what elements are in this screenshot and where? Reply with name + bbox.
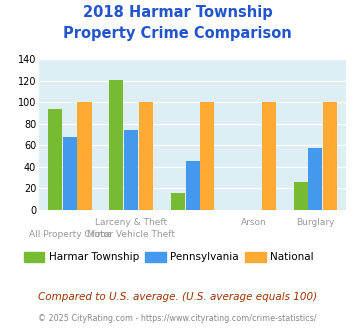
Bar — [139, 102, 153, 210]
Text: 2018 Harmar Township: 2018 Harmar Township — [83, 5, 272, 20]
Bar — [294, 182, 308, 210]
Bar — [171, 193, 185, 210]
Text: Arson: Arson — [241, 218, 267, 227]
Text: © 2025 CityRating.com - https://www.cityrating.com/crime-statistics/: © 2025 CityRating.com - https://www.city… — [38, 314, 317, 323]
Text: Burglary: Burglary — [296, 218, 335, 227]
Legend: Harmar Township, Pennsylvania, National: Harmar Township, Pennsylvania, National — [20, 248, 318, 267]
Bar — [308, 148, 322, 210]
Bar — [323, 102, 337, 210]
Text: Larceny & Theft: Larceny & Theft — [95, 218, 167, 227]
Bar — [48, 109, 62, 210]
Bar — [124, 130, 138, 210]
Bar — [200, 102, 214, 210]
Bar — [262, 102, 276, 210]
Bar — [186, 161, 200, 210]
Text: Compared to U.S. average. (U.S. average equals 100): Compared to U.S. average. (U.S. average … — [38, 292, 317, 302]
Bar — [77, 102, 92, 210]
Bar — [63, 137, 77, 210]
Text: All Property Crime: All Property Crime — [28, 230, 111, 239]
Text: Property Crime Comparison: Property Crime Comparison — [63, 26, 292, 41]
Text: Motor Vehicle Theft: Motor Vehicle Theft — [87, 230, 175, 239]
Bar — [109, 80, 124, 210]
